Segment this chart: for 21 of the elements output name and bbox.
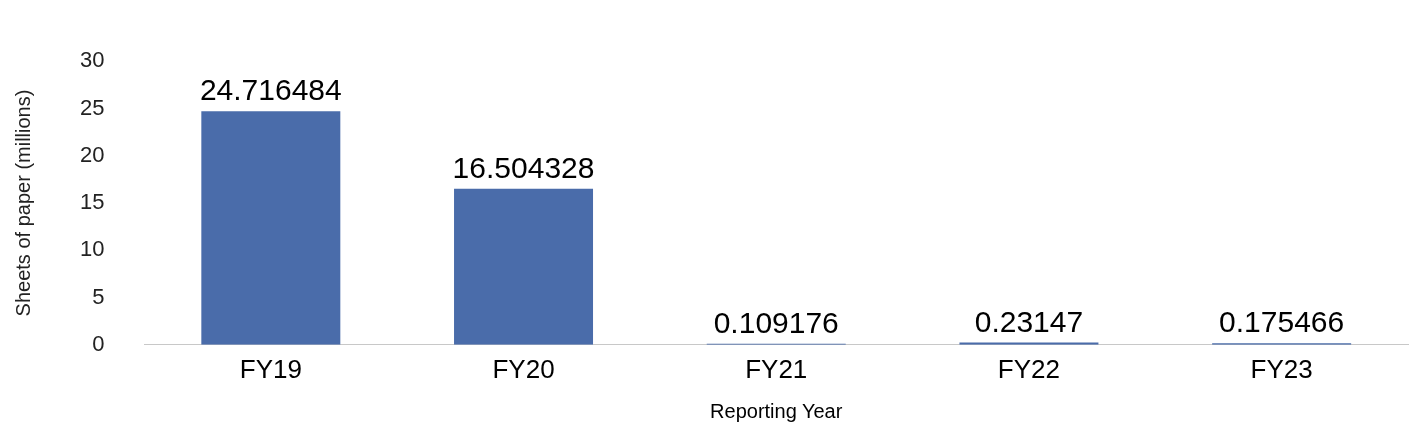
x-tick-label: FY19 (239, 353, 302, 384)
bar (454, 188, 594, 345)
x-tick-label: FY22 (997, 353, 1061, 384)
y-tick-label: 30 (79, 47, 105, 73)
y-tick-label: 20 (79, 141, 105, 167)
y-tick-label: 0 (92, 330, 105, 356)
data-label: 16.504328 (452, 151, 595, 185)
x-axis-title: Reporting Year (710, 399, 843, 422)
data-label: 24.716484 (199, 73, 342, 107)
y-tick-label: 10 (79, 236, 105, 262)
data-label: 0.109176 (713, 306, 839, 340)
data-label: 0.175466 (1219, 305, 1345, 339)
bar (201, 111, 341, 345)
x-tick-label: FY21 (745, 353, 808, 384)
y-tick-label: 25 (79, 94, 105, 120)
x-tick-label: FY20 (492, 353, 555, 384)
y-tick-label: 15 (79, 189, 105, 215)
data-label: 0.23147 (974, 304, 1084, 338)
y-axis-title: Sheets of paper (millions) (11, 89, 34, 317)
x-tick-label: FY23 (1250, 353, 1313, 384)
y-tick-label: 5 (92, 283, 105, 309)
